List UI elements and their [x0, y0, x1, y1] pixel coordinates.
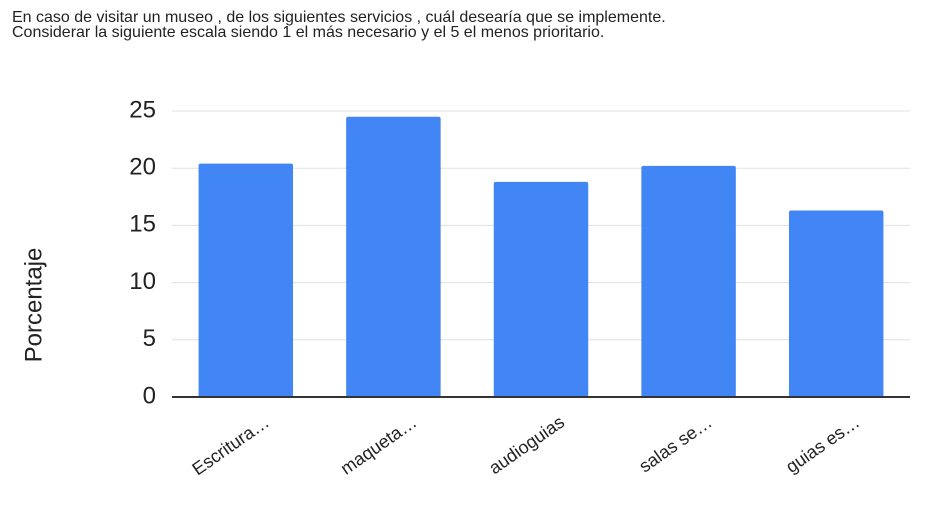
y-tick-label: 15 [129, 211, 156, 238]
x-tick-label: maqueta… [337, 412, 421, 479]
x-tick-label: guias es… [782, 412, 863, 477]
x-tick-label: audioguias [485, 412, 568, 478]
bar [641, 165, 736, 397]
y-tick-label: 10 [129, 268, 156, 295]
x-tick-label: Escritura… [188, 412, 272, 479]
y-axis-label: Porcentaje [20, 248, 47, 363]
y-tick-label: 25 [129, 96, 156, 123]
bar [346, 116, 441, 397]
y-tick-label: 20 [129, 154, 156, 181]
bar [198, 163, 294, 397]
bar [493, 181, 589, 397]
chart-title: En caso de visitar un museo , de los sig… [12, 9, 666, 41]
x-tick-label: salas se… [635, 412, 715, 477]
y-tick-label: 5 [143, 325, 156, 352]
y-tick-label: 0 [143, 382, 156, 409]
bar [788, 210, 884, 397]
